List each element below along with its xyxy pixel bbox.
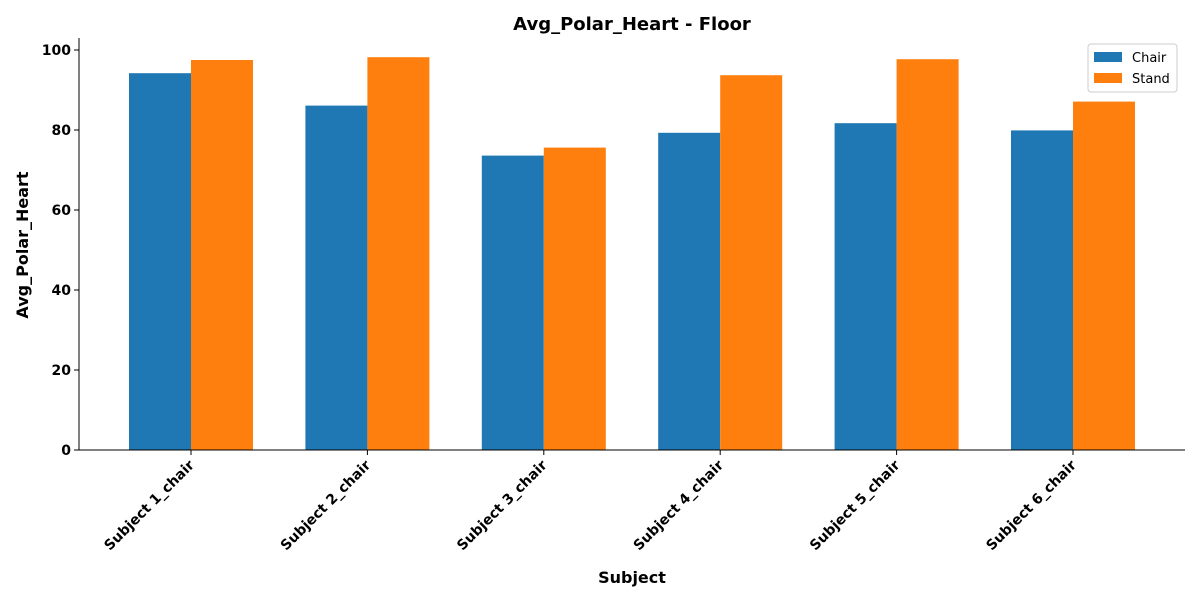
chart-title: Avg_Polar_Heart - Floor xyxy=(513,14,751,35)
x-tick-label: Subject 2_chair xyxy=(278,457,375,554)
legend-label-stand: Stand xyxy=(1132,72,1170,87)
bar-chair-3 xyxy=(481,155,544,450)
legend: Chair Stand xyxy=(1087,43,1178,93)
bar-chair-1 xyxy=(129,73,191,450)
y-tick-label: 20 xyxy=(52,363,72,379)
bar-stand-6 xyxy=(1073,101,1135,450)
y-axis-label: Avg_Polar_Heart xyxy=(13,171,32,319)
bar-chair-4 xyxy=(658,132,721,451)
x-tick-label: Subject 3_chair xyxy=(454,457,551,554)
bar-chair-6 xyxy=(1011,130,1073,450)
x-tick-label: Subject 4_chair xyxy=(631,457,728,554)
x-tick-label: Subject 5_chair xyxy=(807,457,904,554)
legend-label-chair: Chair xyxy=(1132,51,1167,66)
bar-stand-3 xyxy=(543,147,606,450)
y-tick-label: 80 xyxy=(52,123,72,139)
y-tick-label: 100 xyxy=(42,43,71,59)
bar-stand-4 xyxy=(720,75,783,450)
y-tick-label: 60 xyxy=(52,203,72,219)
bar-stand-5 xyxy=(896,59,959,450)
x-tick-label: Subject 6_chair xyxy=(983,457,1080,554)
legend-swatch-stand xyxy=(1094,73,1122,83)
x-axis-label: Subject xyxy=(598,568,666,587)
bar-chair-5 xyxy=(834,123,897,450)
bar-stand-1 xyxy=(191,60,253,450)
x-tick-label: Subject 1_chair xyxy=(101,457,198,554)
bar-stand-2 xyxy=(367,57,430,450)
legend-swatch-chair xyxy=(1094,52,1122,62)
plot-area: 0 20 40 60 80 100 Subject 1_chair Subject 2_cha… xyxy=(42,38,1185,554)
y-tick-label: 40 xyxy=(52,283,72,299)
bar-chair-2 xyxy=(305,105,368,450)
y-tick-label: 0 xyxy=(61,443,71,459)
